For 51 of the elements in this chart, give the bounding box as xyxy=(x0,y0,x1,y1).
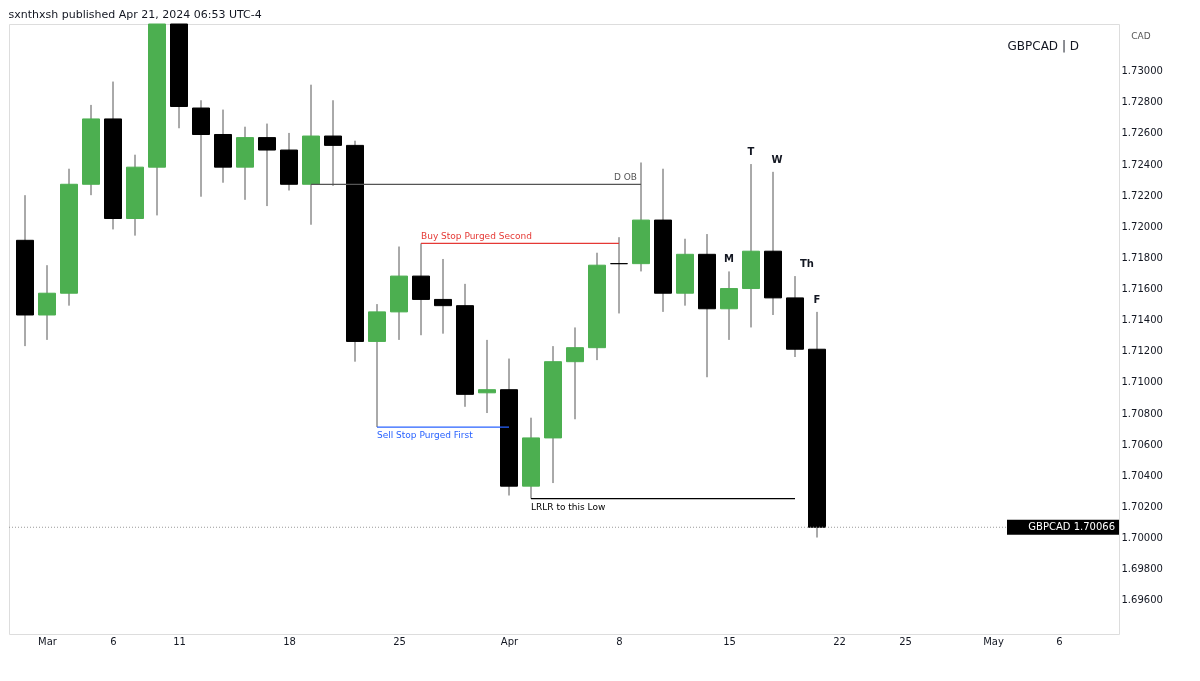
x-tick-label: 18 xyxy=(283,635,296,647)
series-label: D OB xyxy=(613,172,637,183)
text: GBPCAD | D xyxy=(1007,39,1079,53)
x-tick-label: 25 xyxy=(899,635,912,647)
x-tick-label: 15 xyxy=(723,635,736,647)
candlestick xyxy=(566,326,584,420)
series-label: Buy Stop Purged Second xyxy=(421,231,532,242)
annotation: F xyxy=(813,293,821,305)
x-tick-label: 6 xyxy=(1056,635,1063,647)
y-tick-label: 1.71600 xyxy=(1121,283,1163,295)
x-tick-label: Mar xyxy=(38,635,58,647)
y-tick-label: 1.72200 xyxy=(1121,189,1163,201)
y-tick-label: 1.71400 xyxy=(1121,314,1163,326)
candlestick xyxy=(38,264,56,341)
candlestick xyxy=(720,270,738,341)
text: sxnthxsh published Apr 21, 2024 06:53 UTC-4 xyxy=(8,7,262,21)
candlestick xyxy=(434,258,452,335)
y-tick-label: 1.72800 xyxy=(1121,96,1163,108)
x-tick-label: May xyxy=(983,635,1004,647)
annotation: M xyxy=(724,253,735,265)
y-tick-label: 1.70000 xyxy=(1121,532,1163,544)
annotation: W xyxy=(771,153,783,165)
y-tick-label: 1.71000 xyxy=(1121,376,1163,388)
candlestick xyxy=(258,123,276,207)
y-tick-label: 1.72600 xyxy=(1121,127,1163,139)
x-tick-label: 6 xyxy=(110,635,117,647)
y-tick-label: 1.70800 xyxy=(1121,407,1163,419)
x-tick-label: 8 xyxy=(616,635,623,647)
x-tick-label: 11 xyxy=(173,635,186,647)
y-tick-label: 1.73000 xyxy=(1121,65,1163,77)
text: CAD xyxy=(1131,31,1151,41)
series-label: LRLR to this Low xyxy=(531,501,606,512)
candlestick xyxy=(610,236,628,314)
y-tick-label: 1.70400 xyxy=(1121,469,1163,481)
y-tick-label: 1.69600 xyxy=(1121,594,1163,606)
annotation: T xyxy=(747,146,755,158)
annotation: Th xyxy=(800,258,814,270)
candlestick xyxy=(412,242,430,336)
y-tick-label: 1.72000 xyxy=(1121,220,1163,232)
x-tick-label: Apr xyxy=(500,635,520,647)
y-tick-label: 1.71200 xyxy=(1121,345,1163,357)
series-label: Sell Stop Purged First xyxy=(377,430,474,441)
y-tick-label: 1.71800 xyxy=(1121,251,1163,263)
y-tick-label: 1.70200 xyxy=(1121,500,1163,512)
y-tick-label: 1.72400 xyxy=(1121,158,1163,170)
candlestick xyxy=(478,339,496,414)
ref-line-label: GBPCAD 1.70066 xyxy=(1028,521,1115,533)
y-tick-label: 1.70600 xyxy=(1121,438,1163,450)
x-tick-label: 22 xyxy=(833,635,846,647)
x-tick-label: 25 xyxy=(393,635,406,647)
y-tick-label: 1.69800 xyxy=(1121,563,1163,575)
